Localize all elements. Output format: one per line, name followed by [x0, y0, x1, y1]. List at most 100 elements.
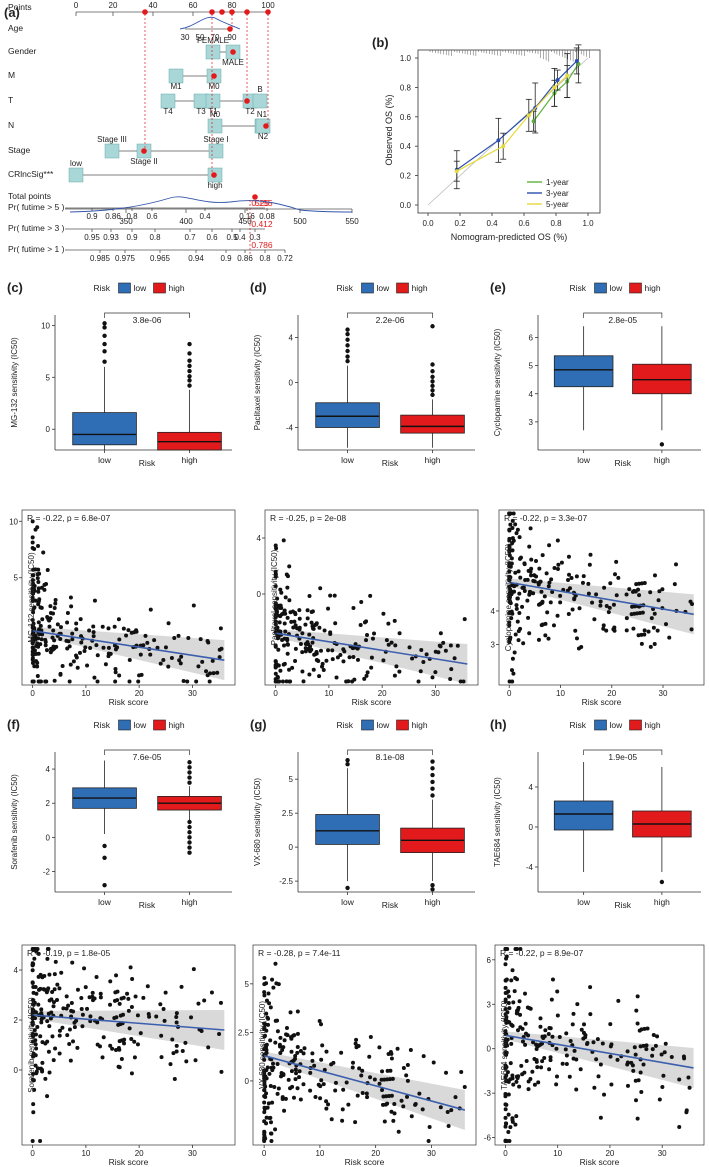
legend-swatch-high	[396, 719, 409, 731]
scatter-point	[588, 985, 593, 990]
pvalue-bracket	[104, 749, 190, 755]
scatter-point	[70, 631, 75, 636]
scatter-point	[546, 636, 551, 641]
scatter-point	[282, 643, 287, 648]
nomogram-tick-label: 0.6	[206, 233, 218, 242]
nomogram-tick-label: Stage II	[130, 157, 158, 166]
scatter-point	[115, 989, 120, 994]
scatter-point	[520, 585, 525, 590]
scatter-point	[310, 1058, 315, 1063]
scatter-point	[307, 594, 312, 599]
y-tick-label: 0	[245, 1077, 250, 1086]
scatter-point	[130, 976, 135, 981]
scatter-point	[652, 611, 657, 616]
scatter-point	[210, 658, 215, 663]
scatter-point	[37, 597, 42, 602]
legend-swatch-high	[629, 719, 642, 731]
nomogram-tick-label: Stage III	[97, 135, 127, 144]
nomogram-tick-label: 0.6	[146, 212, 158, 221]
y-tick-label: 0	[529, 823, 534, 832]
scatter-point	[517, 535, 522, 540]
scatter-point	[30, 535, 35, 540]
scatter-point	[536, 637, 541, 642]
scatter-point	[453, 1095, 458, 1100]
x-axis-label: Risk score	[582, 697, 622, 707]
scatter-point	[636, 587, 641, 592]
scatter-point	[521, 641, 526, 646]
scatter-point	[452, 656, 457, 661]
scatter-point	[319, 1078, 324, 1083]
legend-label-low: low	[610, 720, 624, 730]
scatter-point	[430, 675, 435, 680]
scatter-point	[30, 1020, 35, 1025]
scatter-frame	[252, 944, 477, 1146]
scatter-point	[523, 1021, 528, 1026]
scatter-point	[193, 1058, 198, 1063]
scatter-point	[31, 591, 36, 596]
legend-swatch-high	[396, 282, 409, 294]
scatter-point	[443, 648, 448, 653]
scatter-point	[405, 1078, 410, 1083]
scatter-point	[30, 1010, 35, 1015]
scatter-point	[506, 1130, 511, 1135]
scatter-point	[320, 1043, 325, 1048]
scatter-point	[100, 1055, 105, 1060]
scatter-point	[34, 659, 39, 664]
scatter-point	[512, 989, 517, 994]
scatter-point	[34, 651, 39, 656]
scatter-point	[648, 590, 653, 595]
scatter-point	[80, 1012, 85, 1017]
scatter-point	[269, 1120, 274, 1125]
nomogram-tick-label: 0.965	[150, 254, 171, 263]
scatter-point	[377, 1045, 382, 1050]
scatter-point	[204, 669, 209, 674]
calib-point	[531, 119, 536, 124]
scatter-point	[297, 1075, 302, 1080]
scatter-point	[635, 1021, 640, 1026]
scatter-point	[601, 626, 606, 631]
scatter-point	[407, 645, 412, 650]
scatter-point	[517, 611, 522, 616]
nomogram-row: T T4 T3 T1 T2 B	[8, 85, 268, 116]
scatter-point	[503, 1138, 508, 1143]
scatter-point	[159, 1033, 164, 1038]
scatter-point	[324, 658, 329, 663]
scatter-point	[335, 655, 340, 660]
box-outlier	[187, 368, 192, 374]
scatter-point	[511, 511, 516, 516]
scatter-point	[158, 1002, 163, 1007]
scatter-point	[61, 1006, 66, 1011]
panel-label: (f)	[7, 717, 20, 732]
scatter-point	[616, 575, 621, 580]
scatter-point	[592, 1085, 597, 1090]
scatter-point	[660, 1085, 665, 1090]
legend-title: Risk	[94, 720, 111, 730]
scatter-point	[271, 1061, 276, 1066]
scatter-frame	[21, 509, 236, 686]
scatter-point	[117, 1065, 122, 1070]
scatter-point	[262, 1119, 267, 1124]
scatter-point	[53, 959, 58, 964]
scatter-point	[36, 951, 41, 956]
scatter-point	[106, 626, 111, 631]
scatter-point	[318, 648, 323, 653]
scatter-point	[319, 1022, 324, 1027]
scatter-point	[262, 1033, 267, 1038]
scatter-point	[191, 967, 196, 972]
scatter-point	[317, 625, 322, 630]
nomogram-row: M M1 M0	[8, 68, 222, 91]
scatter-point	[418, 669, 423, 674]
scatter-point	[410, 656, 415, 661]
nomogram-tick-label: N0	[210, 110, 221, 119]
scatter-point	[135, 1042, 140, 1047]
scatter-point	[170, 1037, 175, 1042]
box-outlier	[187, 770, 192, 775]
scatter-point	[70, 960, 75, 965]
scatter-point	[503, 1115, 508, 1120]
nomogram-row-label: Gender	[8, 46, 37, 56]
scatter-point	[275, 625, 280, 630]
scatter-point	[295, 1045, 300, 1050]
panel-label: (c)	[7, 280, 23, 295]
scatter-point	[58, 672, 63, 677]
nomogram-tick-label: 550	[345, 217, 359, 226]
